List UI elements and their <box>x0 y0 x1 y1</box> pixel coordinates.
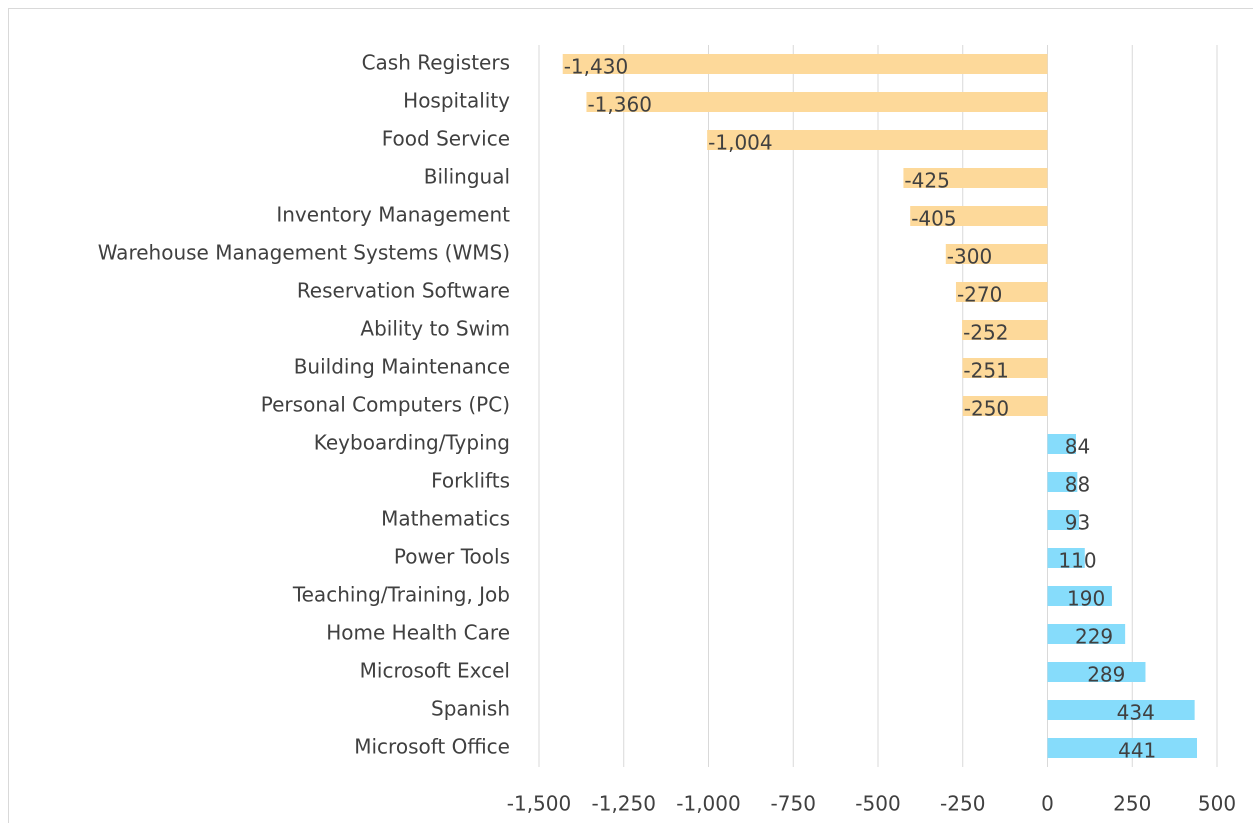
value-label: -252 <box>963 321 1008 345</box>
x-tick-label: 500 <box>1198 792 1236 816</box>
x-tick-label: 0 <box>1041 792 1054 816</box>
y-tick-label: Food Service <box>382 127 510 151</box>
x-tick-label: -750 <box>771 792 816 816</box>
bar <box>1047 700 1195 720</box>
value-label: -300 <box>947 245 992 269</box>
value-label: 434 <box>1117 701 1155 725</box>
value-label: 110 <box>1058 549 1096 573</box>
y-tick-label: Home Health Care <box>326 621 510 645</box>
y-tick-label: Teaching/Training, Job <box>292 583 510 607</box>
value-label: 84 <box>1065 435 1090 459</box>
value-label: 229 <box>1075 625 1113 649</box>
y-tick-label: Keyboarding/Typing <box>314 431 510 455</box>
y-tick-label: Cash Registers <box>362 51 510 75</box>
y-tick-label: Personal Computers (PC) <box>261 393 510 417</box>
x-tick-label: -1,250 <box>592 792 656 816</box>
y-tick-label: Building Maintenance <box>294 355 510 379</box>
bar <box>1047 472 1078 492</box>
bar <box>955 282 1048 302</box>
y-tick-label: Forklifts <box>431 469 510 493</box>
value-label: -251 <box>963 359 1008 383</box>
x-tick-label: -1,500 <box>507 792 571 816</box>
value-label: -405 <box>911 207 956 231</box>
y-tick-label: Mathematics <box>381 507 510 531</box>
x-tick-label: -500 <box>855 792 900 816</box>
y-tick-label: Inventory Management <box>276 203 510 227</box>
y-tick-label: Hospitality <box>403 89 510 113</box>
bar <box>1047 738 1197 758</box>
y-tick-label: Microsoft Excel <box>360 659 510 683</box>
bar <box>1047 662 1146 682</box>
bar <box>586 92 1048 112</box>
value-label: -1,360 <box>587 93 651 117</box>
x-tick-label: -250 <box>940 792 985 816</box>
value-label: 441 <box>1118 739 1156 763</box>
y-tick-label: Microsoft Office <box>354 735 510 759</box>
value-label: 190 <box>1067 587 1105 611</box>
bar <box>1047 548 1085 568</box>
bar <box>945 244 1048 264</box>
value-label: -1,430 <box>564 55 628 79</box>
value-label: 289 <box>1087 663 1125 687</box>
y-tick-label: Ability to Swim <box>360 317 510 341</box>
value-label: 93 <box>1065 511 1090 535</box>
bar <box>962 358 1048 378</box>
y-tick-label: Warehouse Management Systems (WMS) <box>98 241 510 265</box>
y-tick-label: Power Tools <box>394 545 510 569</box>
value-label: -425 <box>904 169 949 193</box>
bar <box>1047 586 1112 606</box>
bar <box>707 130 1048 150</box>
bar <box>1047 624 1126 644</box>
y-tick-label: Reservation Software <box>297 279 510 303</box>
bar <box>910 206 1048 226</box>
bar <box>562 54 1048 74</box>
bar <box>962 320 1048 340</box>
chart-border <box>8 8 1253 823</box>
value-label: -250 <box>964 397 1009 421</box>
bar <box>903 168 1048 188</box>
bar <box>962 396 1048 416</box>
bar <box>1047 510 1080 530</box>
value-label: 88 <box>1065 473 1090 497</box>
y-tick-label: Spanish <box>431 697 510 721</box>
value-label: -1,004 <box>708 131 772 155</box>
value-label: -270 <box>957 283 1002 307</box>
bar <box>1047 434 1076 454</box>
x-tick-label: -1,000 <box>676 792 740 816</box>
y-tick-label: Bilingual <box>424 165 510 189</box>
x-tick-label: 250 <box>1113 792 1151 816</box>
